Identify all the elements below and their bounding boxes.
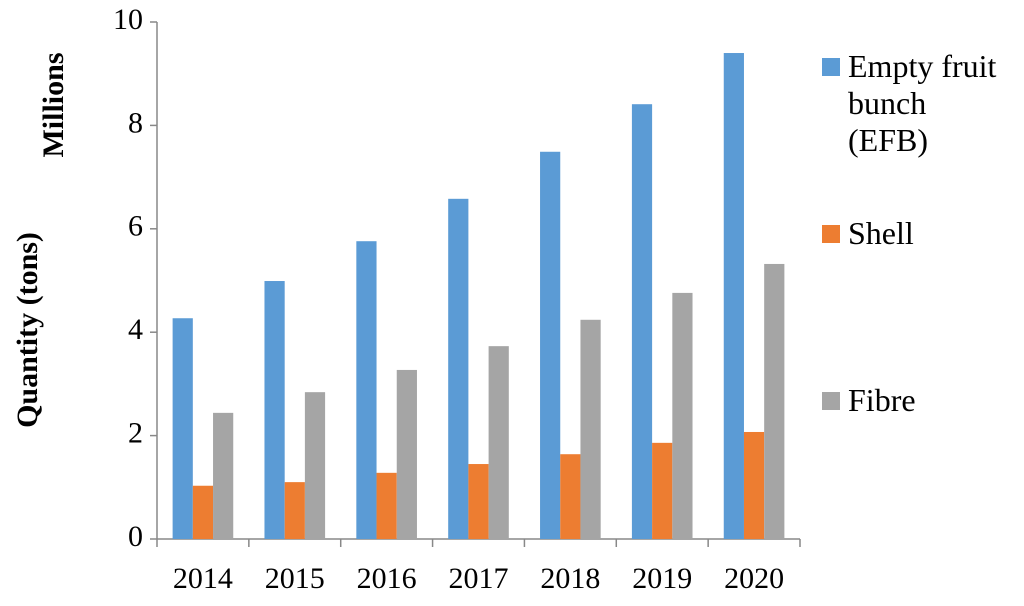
bar (560, 454, 581, 539)
bar (213, 412, 234, 539)
bar (764, 263, 785, 539)
legend-swatch (822, 225, 840, 243)
x-tick-label: 2015 (265, 562, 325, 595)
y-tick-label: 6 (128, 210, 143, 243)
x-tick-label: 2018 (540, 562, 600, 595)
legend-swatch (822, 392, 840, 410)
legend-label: Shell (848, 215, 914, 251)
x-tick-label: 2014 (173, 562, 233, 595)
y-tick-label: 10 (113, 3, 143, 36)
y-tick-label: 2 (128, 416, 143, 449)
bar (468, 464, 489, 539)
bar (264, 281, 285, 539)
legend-item: Empty fruit bunch (EFB) (822, 48, 1008, 159)
legend-label: Fibre (848, 382, 916, 418)
y-tick-label: 0 (128, 520, 143, 553)
y-unit-label: Millions (37, 52, 70, 157)
y-axis-label: Quantity (tons) (11, 232, 44, 428)
bar (723, 53, 744, 540)
bar (192, 485, 214, 539)
y-tick-label: 4 (128, 313, 143, 346)
legend-label: Empty fruit bunch (EFB) (848, 48, 997, 158)
x-tick-label: 2016 (357, 562, 417, 595)
x-tick-label: 2019 (632, 562, 692, 595)
bar (284, 482, 305, 539)
bar (448, 198, 469, 539)
bar (652, 442, 673, 539)
bar (304, 392, 326, 539)
legend-item: Shell (822, 215, 1008, 252)
x-tick-label: 2020 (724, 562, 784, 595)
bar (172, 318, 193, 539)
bar (540, 151, 561, 539)
bar (396, 369, 417, 539)
bar (631, 104, 653, 539)
bar (580, 319, 601, 539)
legend-item: Fibre (822, 382, 1008, 419)
bar (376, 472, 397, 539)
bar (743, 431, 765, 539)
y-tick-label: 8 (128, 106, 143, 139)
bar (488, 346, 509, 539)
bar (672, 292, 693, 539)
bar (356, 241, 377, 539)
x-tick-label: 2017 (449, 562, 509, 595)
legend-swatch (822, 58, 840, 76)
